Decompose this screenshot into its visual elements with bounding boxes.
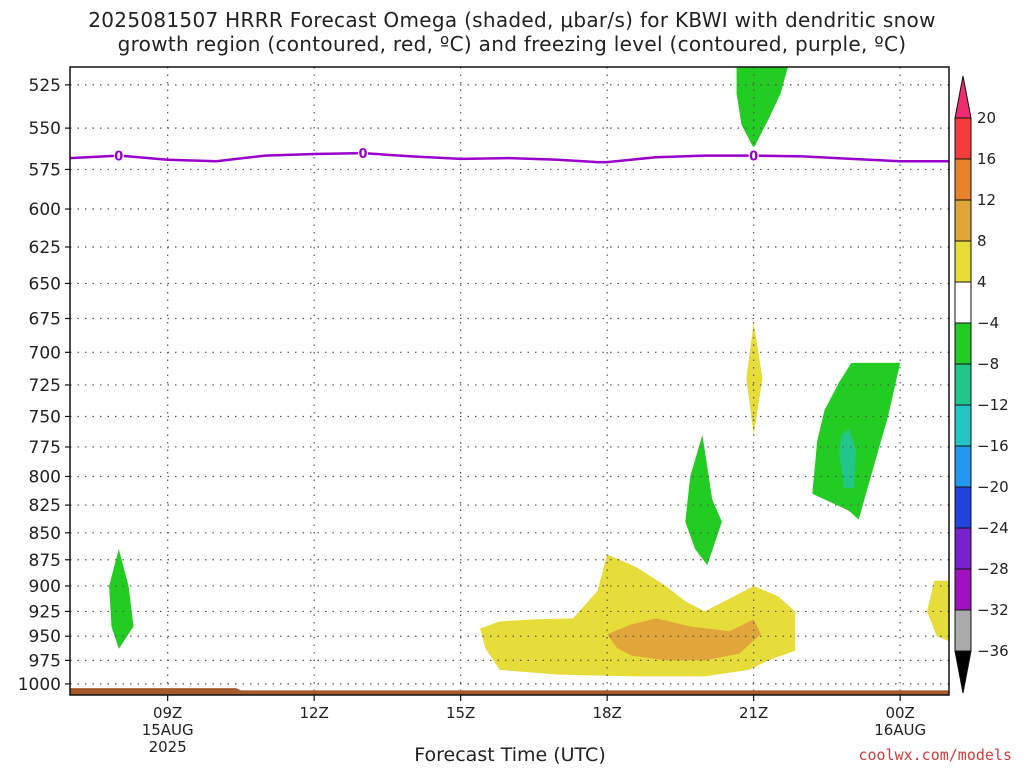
colorbar-label-0: 20 [977,109,996,127]
y-tick-label-975: 975 [29,651,61,671]
y-tick-label-825: 825 [29,496,61,516]
freezing-level-label-2: 0 [749,150,758,165]
omega-region-1 [746,322,763,435]
y-tick-label-925: 925 [29,602,61,622]
y-tick-label-600: 600 [29,200,61,220]
y-tick-label-575: 575 [29,160,61,180]
colorbar-label-3: 8 [977,232,987,250]
colorbar-band-3 [954,199,972,242]
x-tick-label-18-0: 18Z [592,704,621,722]
y-tick-label-550: 550 [29,119,61,139]
x-tick-label-24-0: 00Z [885,704,914,722]
chart-title-line2: growth region (contoured, red, ºC) and f… [117,32,907,56]
freezing-level-line [70,151,949,164]
x-tick-label-9-1: 15AUG [142,721,194,739]
y-tick-label-750: 750 [29,407,61,427]
omega-region-5 [109,549,134,649]
plot-frame [69,66,950,696]
omega-region-7 [607,618,761,661]
terrain-strip [70,688,949,695]
colorbar-label-2: 12 [977,191,996,209]
freezing-label-bg-2 [748,146,759,165]
y-tick-label-900: 900 [29,577,61,597]
colorbar-label-10: −24 [977,519,1009,537]
colorbar-band-10 [954,486,972,529]
x-tick-label-24-1: 16AUG [874,721,926,739]
omega-region-4 [685,434,722,566]
y-tick-label-700: 700 [29,343,61,363]
x-tick-label-15-0: 15Z [446,704,475,722]
chart-title-line1: 2025081507 HRRR Forecast Omega (shaded, … [88,8,936,32]
colorbar-band-6 [954,322,972,365]
x-tick-label-9-2: 2025 [149,738,187,756]
omega-region-2 [812,362,901,520]
y-tick-label-775: 775 [29,438,61,458]
colorbar-label-7: −12 [977,396,1009,414]
source-footer: coolwx.com/models [858,746,1012,764]
colorbar-cap-top [954,75,972,119]
freezing-label-bg-1 [358,144,368,163]
y-tick-label-800: 800 [29,467,61,487]
colorbar-band-4 [954,240,972,283]
colorbar-label-5: −4 [977,314,999,332]
colorbar-label-11: −28 [977,560,1009,578]
y-tick-label-875: 875 [29,551,61,571]
colorbar-label-1: 16 [977,150,996,168]
x-tick-label-21-0: 21Z [739,704,768,722]
colorbar-cap-bottom [954,650,972,694]
colorbar-band-11 [954,527,972,570]
omega-region-8 [927,580,949,642]
omega-region-6 [480,554,796,677]
colorbar-band-7 [954,363,972,406]
y-tick-label-850: 850 [29,524,61,544]
y-tick-label-650: 650 [29,274,61,294]
colorbar-label-4: 4 [977,273,987,291]
colorbar-band-12 [954,568,972,611]
x-tick-label-9-0: 09Z [153,704,182,722]
colorbar-band-8 [954,404,972,447]
colorbar-band-13 [954,609,972,652]
colorbar-label-8: −16 [977,437,1009,455]
colorbar-band-1 [954,117,972,160]
omega-region-0 [736,67,788,149]
colorbar-label-13: −36 [977,642,1009,660]
y-tick-label-725: 725 [29,376,61,396]
plot-area: 0 0 0 [70,67,949,695]
colorbar: 20 16 12 8 4 −4 −8 −12 −16 −20 −24 −28 −32 −36 [954,75,1009,694]
colorbar-band-2 [954,158,972,201]
x-tick-label-12-0: 12Z [299,704,328,722]
colorbar-band-9 [954,445,972,488]
y-tick-label-625: 625 [29,238,61,258]
colorbar-band-5 [954,281,972,324]
y-tick-label-675: 675 [29,310,61,330]
omega-region-3 [839,428,857,488]
y-tick-label-1000: 1000 [18,675,61,695]
colorbar-label-9: −20 [977,478,1009,496]
x-axis-label: Forecast Time (UTC) [414,744,606,766]
y-tick-label-525: 525 [29,76,61,96]
colorbar-label-6: −8 [977,355,999,373]
colorbar-label-12: −32 [977,601,1009,619]
freezing-level-label-0: 0 [114,150,123,165]
freezing-label-bg-0 [113,146,124,165]
y-tick-label-950: 950 [29,627,61,647]
freezing-level-label-1: 0 [358,147,367,162]
